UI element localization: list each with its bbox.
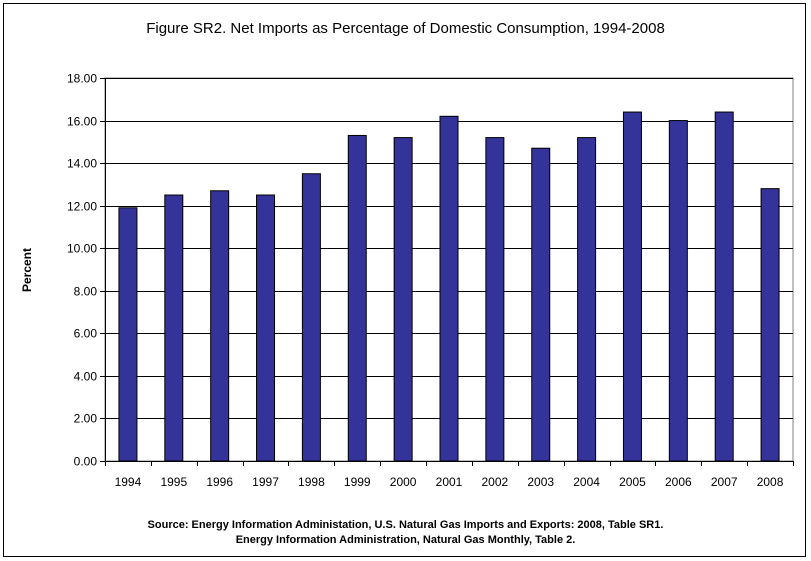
bar <box>668 120 688 462</box>
x-tick-label: 2003 <box>527 475 554 489</box>
source-note: Source: Energy Information Administation… <box>0 518 811 548</box>
bar <box>531 147 551 462</box>
bar <box>485 137 505 462</box>
x-tick-label: 2000 <box>390 475 417 489</box>
x-tick-label: 2001 <box>436 475 463 489</box>
bar <box>210 190 230 462</box>
y-tick-label: 10.00 <box>67 242 97 256</box>
y-tick-label: 18.00 <box>67 72 97 86</box>
bar <box>164 194 184 462</box>
bar <box>347 134 367 462</box>
x-tick-label: 1996 <box>206 475 233 489</box>
chart-title: Figure SR2. Net Imports as Percentage of… <box>146 20 665 37</box>
bar <box>714 111 734 462</box>
y-tick-label: 0.00 <box>74 455 98 469</box>
bar <box>622 111 642 462</box>
x-tick-label: 2007 <box>711 475 738 489</box>
x-tick-label: 1998 <box>298 475 325 489</box>
bar <box>760 188 780 462</box>
bar <box>577 137 597 462</box>
y-tick-label: 12.00 <box>67 200 97 214</box>
x-tick-label: 2002 <box>482 475 509 489</box>
x-tick-label: 1999 <box>344 475 371 489</box>
y-tick-label: 14.00 <box>67 157 97 171</box>
x-tick-label: 2008 <box>757 475 784 489</box>
y-tick-label: 8.00 <box>74 285 98 299</box>
bar <box>301 173 321 462</box>
y-tick-label: 2.00 <box>74 412 98 426</box>
source-line-2: Energy Information Administration, Natur… <box>235 534 576 546</box>
y-tick-label: 4.00 <box>74 370 98 384</box>
x-tick-label: 2006 <box>665 475 692 489</box>
y-tick-label: 16.00 <box>67 115 97 129</box>
bar <box>393 137 413 462</box>
bar <box>118 207 138 462</box>
bar <box>439 115 459 462</box>
x-tick-label: 1995 <box>160 475 187 489</box>
x-tick-label: 1994 <box>115 475 142 489</box>
x-tick-label: 1997 <box>252 475 279 489</box>
bar <box>256 194 276 462</box>
x-tick-label: 2004 <box>573 475 600 489</box>
source-line-1: Source: Energy Information Administation… <box>147 519 664 531</box>
y-tick-label: 6.00 <box>74 327 98 341</box>
x-tick-label: 2005 <box>619 475 646 489</box>
